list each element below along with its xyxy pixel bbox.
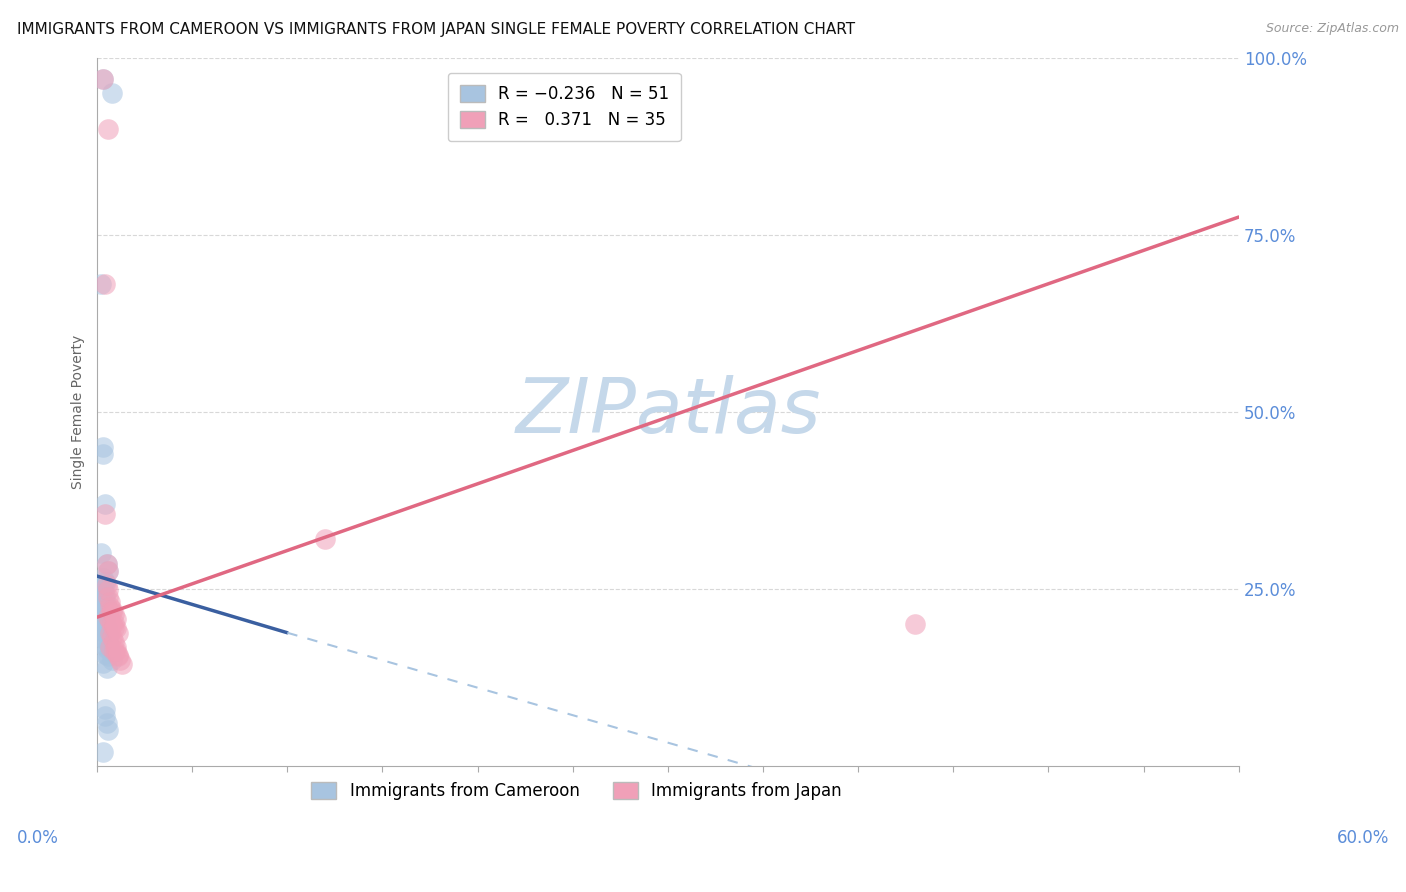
Point (96, 621, 118, 635)
Point (91, 657, 114, 671)
Point (904, 617, 927, 632)
Point (90, 596, 112, 610)
Point (90, 583, 112, 598)
Point (97, 635, 120, 649)
Text: 0.0%: 0.0% (17, 830, 59, 847)
Text: IMMIGRANTS FROM CAMEROON VS IMMIGRANTS FROM JAPAN SINGLE FEMALE POVERTY CORRELAT: IMMIGRANTS FROM CAMEROON VS IMMIGRANTS F… (17, 22, 855, 37)
Point (96, 599, 118, 614)
Point (96, 578, 118, 592)
Point (97, 628, 120, 642)
Point (91, 591, 114, 606)
Point (93, 587, 115, 601)
Point (93, 508, 115, 522)
Point (103, 621, 125, 635)
Point (91, 632, 114, 646)
Point (93, 702, 115, 716)
Point (93, 614, 115, 628)
Point (103, 644, 125, 658)
Point (91, 639, 114, 653)
Point (103, 615, 125, 630)
Point (91, 598, 114, 612)
Point (91, 624, 114, 639)
Point (101, 86, 124, 100)
Point (91, 71, 114, 86)
Text: 60.0%: 60.0% (1337, 830, 1389, 847)
Point (90, 617, 112, 632)
Point (107, 625, 129, 640)
Point (98, 644, 121, 658)
Point (93, 592, 115, 607)
Point (97, 591, 120, 605)
Point (90, 277, 112, 292)
Point (96, 642, 118, 657)
Point (97, 564, 120, 578)
Point (98, 599, 121, 614)
Point (111, 657, 134, 671)
Point (93, 625, 115, 640)
Point (98, 625, 121, 640)
Point (103, 607, 125, 621)
Point (103, 635, 125, 649)
Point (97, 583, 120, 598)
Point (98, 594, 121, 608)
Point (93, 578, 115, 592)
Point (105, 611, 128, 625)
Point (93, 574, 115, 589)
Point (105, 621, 128, 635)
Point (91, 745, 114, 759)
Point (93, 709, 115, 723)
Text: Source: ZipAtlas.com: Source: ZipAtlas.com (1265, 22, 1399, 36)
Point (90, 546, 112, 560)
Point (93, 277, 115, 292)
Point (98, 640, 121, 654)
Point (91, 440, 114, 454)
Point (91, 578, 114, 592)
Point (90, 603, 112, 617)
Point (91, 618, 114, 632)
Point (97, 610, 120, 624)
Point (96, 557, 118, 571)
Point (105, 644, 128, 658)
Point (96, 716, 118, 731)
Point (91, 585, 114, 599)
Point (90, 591, 112, 605)
Point (90, 578, 112, 592)
Point (101, 630, 124, 644)
Point (97, 121, 120, 136)
Legend: Immigrants from Cameroon, Immigrants from Japan: Immigrants from Cameroon, Immigrants fro… (305, 776, 848, 807)
Point (98, 614, 121, 628)
Point (91, 611, 114, 625)
Point (97, 723, 120, 738)
Point (101, 617, 124, 632)
Point (93, 647, 115, 661)
Point (101, 605, 124, 619)
Point (97, 564, 120, 578)
Point (101, 603, 124, 617)
Point (97, 649, 120, 664)
Point (91, 605, 114, 619)
Point (107, 648, 129, 663)
Y-axis label: Single Female Poverty: Single Female Poverty (72, 334, 86, 489)
Point (96, 557, 118, 571)
Text: ZIPatlas: ZIPatlas (515, 375, 821, 449)
Point (93, 497, 115, 511)
Point (101, 653, 124, 667)
Point (96, 661, 118, 675)
Point (93, 607, 115, 621)
Point (314, 533, 336, 547)
Point (93, 632, 115, 647)
Point (91, 571, 114, 585)
Point (91, 447, 114, 461)
Point (107, 649, 129, 664)
Point (105, 640, 128, 654)
Point (108, 653, 131, 667)
Point (90, 610, 112, 624)
Point (91, 71, 114, 86)
